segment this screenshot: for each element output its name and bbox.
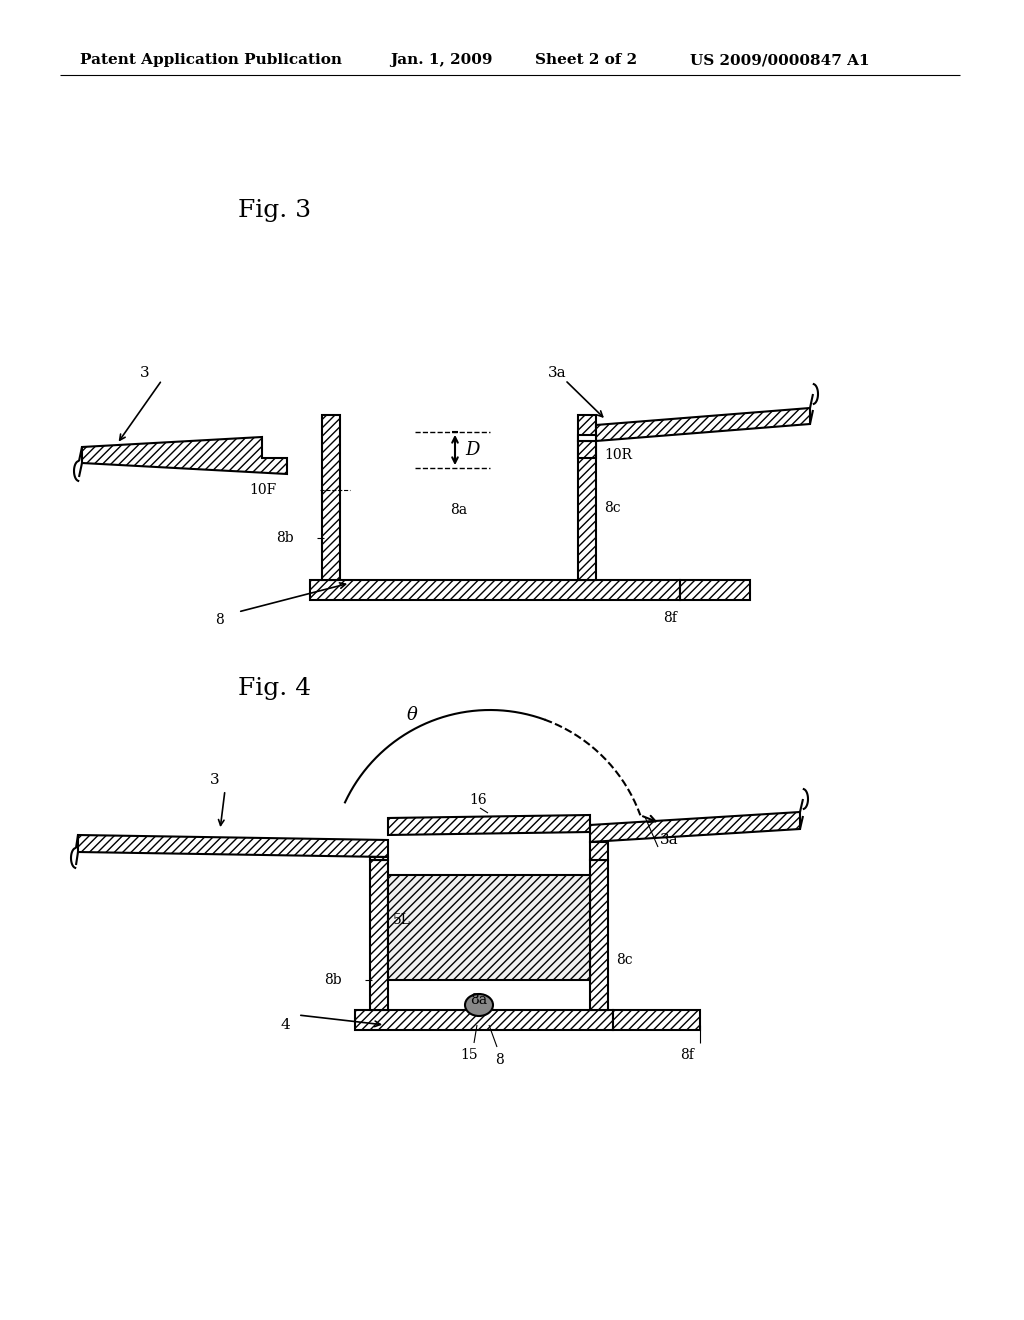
Bar [590,861,608,1010]
Text: 8a: 8a [470,993,487,1007]
Bar [370,857,388,861]
Polygon shape [388,814,590,836]
Polygon shape [578,441,596,458]
Text: 10F: 10F [250,483,278,498]
Text: θ: θ [407,706,418,723]
Text: 3: 3 [140,366,150,380]
Ellipse shape [465,994,493,1016]
Bar [322,414,340,579]
Text: 3a: 3a [660,833,679,847]
Text: Jan. 1, 2009: Jan. 1, 2009 [390,53,493,67]
Text: 8b: 8b [276,531,294,545]
Polygon shape [590,812,800,842]
Text: 4: 4 [281,1018,290,1032]
Text: 3: 3 [210,774,220,787]
Text: 8c: 8c [616,953,633,968]
Text: 8: 8 [495,1053,504,1067]
Text: 5L: 5L [393,913,411,927]
Text: 8f: 8f [664,611,677,624]
Text: 10R: 10R [604,447,632,462]
Text: 8f: 8f [680,1048,694,1063]
Bar [370,861,388,1010]
Text: Fig. 4: Fig. 4 [238,676,311,700]
Text: D: D [465,441,479,459]
Bar [613,1010,700,1030]
Text: 15: 15 [460,1048,478,1063]
Bar [310,579,680,601]
Text: 8c: 8c [604,502,621,515]
Text: 16: 16 [469,793,486,807]
Text: 8a: 8a [451,503,468,517]
Text: Patent Application Publication: Patent Application Publication [80,53,342,67]
Bar [355,1010,613,1030]
Text: Fig. 3: Fig. 3 [238,198,311,222]
Bar [388,875,590,979]
Text: Sheet 2 of 2: Sheet 2 of 2 [535,53,637,67]
Bar [590,842,608,861]
Text: 8: 8 [216,612,224,627]
Polygon shape [78,836,388,857]
Bar [680,579,750,601]
Polygon shape [82,437,287,474]
Text: US 2009/0000847 A1: US 2009/0000847 A1 [690,53,869,67]
Polygon shape [596,408,810,441]
Text: 8b: 8b [325,973,342,987]
Bar [578,414,596,579]
Bar [578,436,596,441]
Text: 3a: 3a [548,366,566,380]
